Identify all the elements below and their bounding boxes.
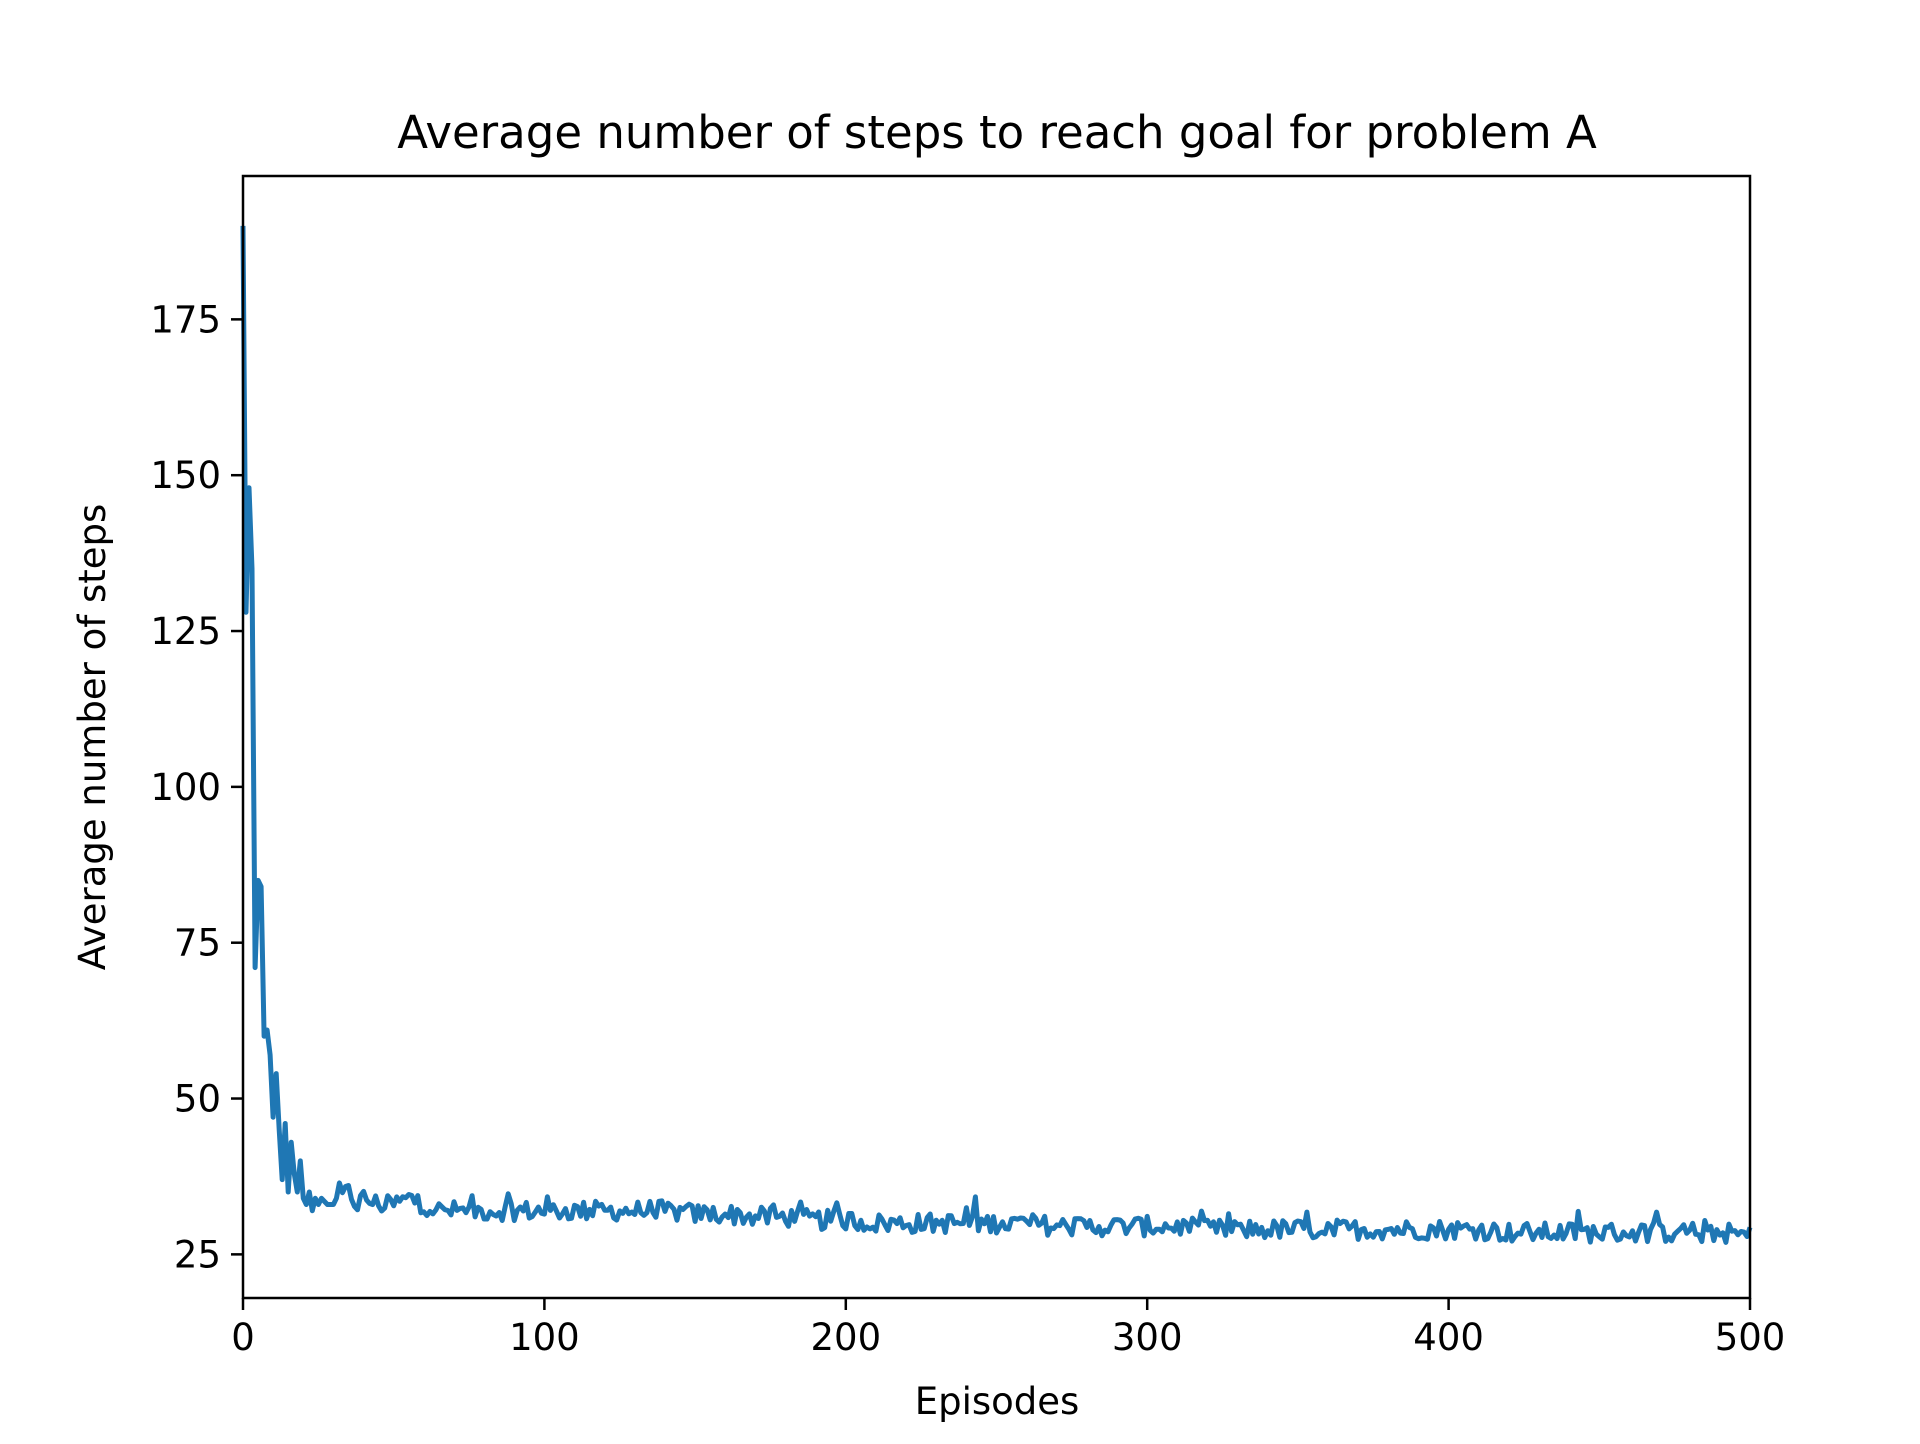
x-tick-label: 400 — [1413, 1316, 1484, 1359]
axes-frame — [241, 174, 1752, 1300]
y-tick-label: 150 — [150, 454, 221, 497]
y-tick-label: 175 — [150, 298, 221, 341]
y-axis-label: Average number of steps — [71, 504, 114, 971]
x-tick-label: 300 — [1112, 1316, 1183, 1359]
plot-area — [240, 174, 1753, 1300]
y-tick-label: 50 — [174, 1078, 221, 1121]
x-tick-label: 500 — [1715, 1316, 1786, 1359]
y-tick-label: 100 — [150, 766, 221, 809]
y-tick-label: 125 — [150, 610, 221, 653]
x-tick-label: 200 — [810, 1316, 881, 1359]
x-tick-label: 0 — [231, 1316, 255, 1359]
y-tick-label: 75 — [174, 922, 221, 965]
y-tick-label: 25 — [174, 1233, 221, 1276]
x-tick-label: 100 — [509, 1316, 580, 1359]
series-line — [240, 225, 1753, 1245]
y-axis: 25 50 75 100 125 150 175 — [150, 298, 243, 1276]
x-axis: 0 100 200 300 400 500 — [231, 1298, 1785, 1359]
x-axis-label: Episodes — [915, 1380, 1080, 1423]
chart-title: Average number of steps to reach goal fo… — [397, 106, 1597, 159]
